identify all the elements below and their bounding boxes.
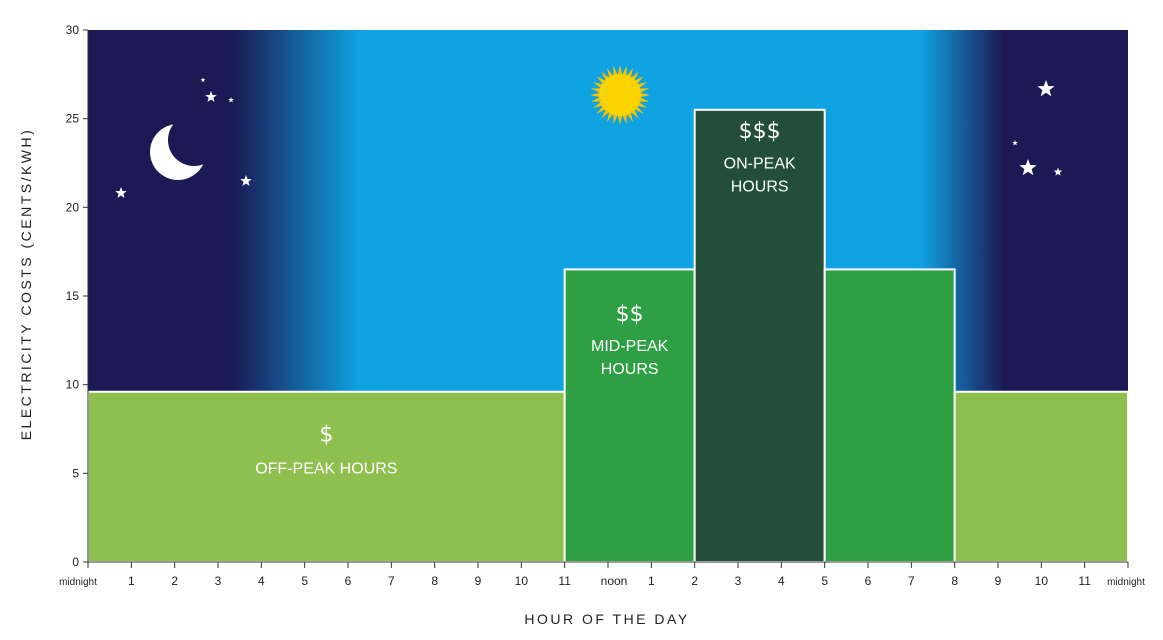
cost-bands	[87, 108, 1130, 564]
x-tick-label: 9	[475, 574, 482, 588]
x-tick-label: midnight	[1107, 577, 1145, 588]
x-tick-label: midnight	[59, 577, 97, 588]
y-tick-label: 10	[66, 378, 80, 392]
x-ticks: midnight 1 2 3 4 5 6 7 8 9 10 11 noon 1 2 3 4 5 6 7 8 9 10 11 mi…	[59, 562, 1145, 588]
band-mid-peak-1	[563, 268, 696, 563]
y-axis-title: ELECTRICITY COSTS (CENTS/KWH)	[18, 128, 34, 441]
star-icon	[1037, 80, 1055, 97]
on-peak-symbol: $$$	[739, 119, 781, 144]
x-tick-label: 8	[431, 574, 438, 588]
x-tick-label: 3	[215, 574, 222, 588]
star-icon	[1053, 167, 1063, 176]
mid-peak-symbol: $$	[616, 302, 644, 327]
x-tick-label: 5	[821, 574, 828, 588]
band-off-peak-4	[953, 390, 1130, 564]
x-tick-label: 5	[301, 574, 308, 588]
mid-peak-label-line1: MID-PEAK	[591, 338, 669, 355]
y-tick-label: 25	[66, 112, 80, 126]
x-tick-label: 2	[691, 574, 698, 588]
y-tick-label: 20	[66, 200, 80, 214]
x-axis-title: HOUR OF THE DAY	[524, 611, 689, 627]
x-tick-label: noon	[601, 574, 628, 588]
star-icon	[1012, 140, 1018, 146]
band-labels: $ OFF-PEAK HOURS $$ MID-PEAK HOURS $$$ O…	[255, 119, 796, 477]
band-on-peak-2	[693, 108, 826, 564]
x-tick-label: 6	[865, 574, 872, 588]
on-peak-label-line1: ON-PEAK	[724, 155, 796, 172]
star-icon	[228, 97, 234, 103]
x-tick-label: 6	[345, 574, 352, 588]
x-tick-label: 7	[908, 574, 915, 588]
x-tick-label: 11	[558, 574, 571, 588]
off-peak-label: OFF-PEAK HOURS	[255, 460, 397, 477]
x-tick-label: 1	[648, 574, 655, 588]
y-ticks: 0 5 10 15 20 25 30	[66, 23, 88, 569]
x-tick-label: 3	[735, 574, 742, 588]
x-tick-label: 1	[128, 574, 135, 588]
y-tick-label: 15	[66, 289, 80, 303]
x-tick-label: 8	[951, 574, 958, 588]
star-icon	[205, 91, 217, 102]
mid-peak-label-line2: HOURS	[601, 361, 659, 378]
x-tick-label: 10	[515, 574, 529, 588]
star-icon	[200, 77, 206, 83]
y-tick-label: 30	[66, 23, 80, 37]
band-mid-peak-3	[823, 268, 956, 563]
star-icon	[115, 187, 127, 198]
x-tick-label: 9	[995, 574, 1002, 588]
y-tick-label: 5	[72, 466, 79, 480]
band-off-peak-0	[87, 390, 566, 564]
moon-icon	[150, 114, 220, 180]
x-tick-label: 7	[388, 574, 395, 588]
x-tick-label: 4	[258, 574, 265, 588]
x-tick-label: 4	[778, 574, 785, 588]
star-icon	[1019, 159, 1037, 176]
on-peak-label-line2: HOURS	[731, 178, 789, 195]
x-tick-label: 11	[1078, 574, 1091, 588]
x-tick-label: 10	[1035, 574, 1049, 588]
off-peak-symbol: $	[319, 422, 333, 447]
x-tick-label: 2	[171, 574, 178, 588]
sun-icon	[590, 65, 650, 125]
star-icon	[240, 175, 252, 186]
y-tick-label: 0	[72, 555, 79, 569]
sky-decorations	[115, 65, 1063, 198]
